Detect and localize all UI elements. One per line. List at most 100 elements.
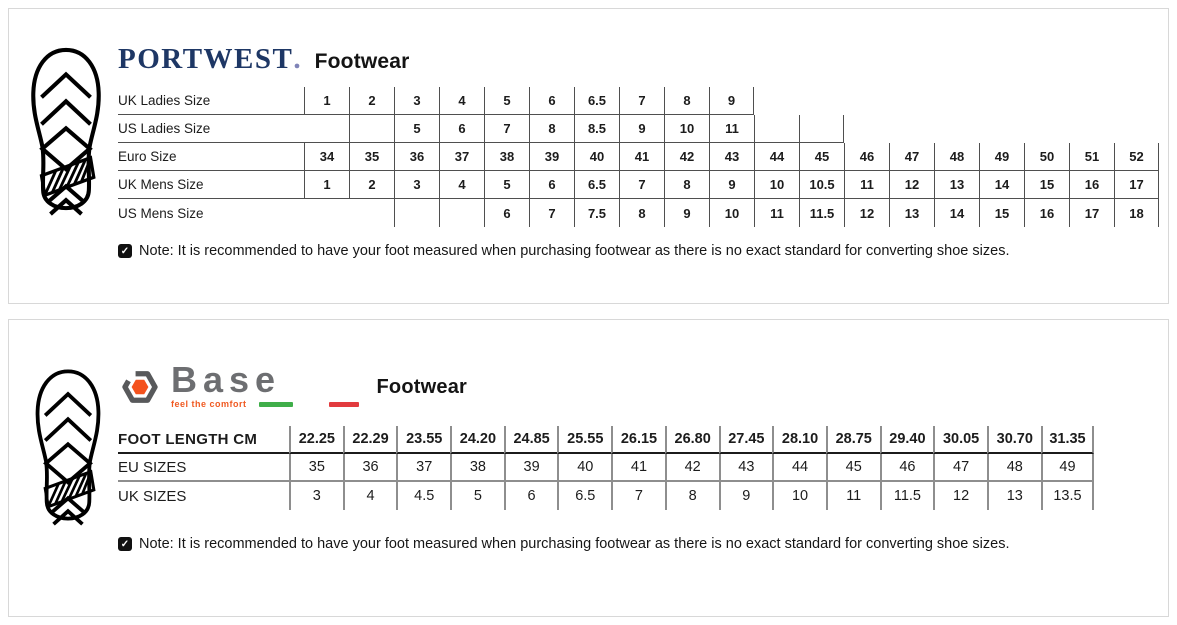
note-text: Note: It is recommended to have your foo…: [139, 536, 1010, 552]
size-cell: 11: [844, 171, 889, 199]
base-size-table: FOOT LENGTH CM 22.25 22.29 23.55 24.20 24.85 2…: [118, 426, 1095, 510]
size-cell: 2: [349, 171, 394, 199]
size-cell: 9: [709, 87, 754, 115]
size-cell: 1: [304, 87, 349, 115]
size-cell: 11: [825, 482, 880, 510]
size-cell: [934, 87, 979, 115]
size-cell: 36: [394, 143, 439, 171]
row-label: FOOT LENGTH CM: [118, 426, 289, 454]
size-cell: 10: [709, 199, 754, 227]
size-cell: 35: [349, 143, 394, 171]
row-label: EU SIZES: [118, 454, 289, 482]
size-cell: 6.5: [574, 87, 619, 115]
red-dash-icon: [328, 401, 359, 407]
size-cell: 11.5: [799, 199, 844, 227]
size-cell: 46: [844, 143, 889, 171]
size-cell: 37: [439, 143, 484, 171]
size-cell: [934, 115, 979, 143]
size-cell: [439, 199, 484, 227]
base-logo: Base feel the comfort: [171, 362, 359, 409]
size-cell: [1024, 87, 1069, 115]
portwest-size-table: UK Ladies Size 1 2 3 4 5 6 6.5 7 8 9 US Ladies Size…: [118, 87, 1159, 227]
size-cell: 44: [772, 454, 826, 482]
size-cell: 7: [619, 171, 664, 199]
size-cell: 44: [754, 143, 799, 171]
size-cell: 6.5: [557, 482, 611, 510]
size-cell: 12: [933, 482, 987, 510]
portwest-brand-row: PORTWEST. Footwear: [118, 43, 410, 76]
portwest-panel: PORTWEST. Footwear UK Ladies Size 1 2 3 4 5 6 6…: [8, 8, 1169, 304]
size-cell: [304, 199, 349, 227]
size-cell: 8.5: [574, 115, 619, 143]
size-cell: 36: [342, 454, 397, 482]
size-cell: 45: [825, 454, 880, 482]
size-cell: 9: [709, 171, 754, 199]
size-cell: 2: [349, 87, 394, 115]
size-cell: 9: [718, 482, 773, 510]
size-cell: 38: [484, 143, 529, 171]
size-cell: 39: [503, 454, 558, 482]
size-cell: 42: [664, 454, 719, 482]
size-cell: 43: [718, 454, 773, 482]
size-cell: 26.15: [611, 426, 665, 454]
size-cell: [889, 115, 934, 143]
size-cell: 8: [619, 199, 664, 227]
size-cell: 35: [289, 454, 343, 482]
size-cell: 30.05: [933, 426, 987, 454]
size-cell: [844, 115, 889, 143]
base-brand-row: Base feel the comfort Footwear: [117, 362, 467, 410]
size-cell: 30.70: [986, 426, 1041, 454]
size-cell: 13.5: [1040, 482, 1095, 510]
size-cell: [844, 87, 889, 115]
size-cell: 4: [342, 482, 397, 510]
size-cell: [754, 87, 799, 115]
size-cell: 37: [396, 454, 451, 482]
table-row: UK Ladies Size 1 2 3 4 5 6 6.5 7 8 9: [118, 87, 1159, 115]
size-cell: 11: [709, 115, 754, 143]
size-cell: 6: [484, 199, 529, 227]
table-row: Euro Size 34 35 36 37 38 39 40 41 42 43 44 45 46 47 48 4…: [118, 143, 1159, 171]
size-cell: 10: [772, 482, 826, 510]
size-cell: 3: [394, 87, 439, 115]
size-cell: 42: [664, 143, 709, 171]
size-cell: 24.20: [450, 426, 504, 454]
size-cell: 7: [611, 482, 665, 510]
size-cell: 48: [986, 454, 1041, 482]
size-cell: 10: [664, 115, 709, 143]
size-cell: 10.5: [799, 171, 844, 199]
size-cell: 41: [611, 454, 665, 482]
size-cell: 11.5: [879, 482, 934, 510]
size-cell: 18: [1114, 199, 1159, 227]
size-cell: 34: [304, 143, 349, 171]
size-cell: 51: [1069, 143, 1114, 171]
size-cell: 31.35: [1040, 426, 1095, 454]
size-cell: 11: [754, 199, 799, 227]
size-cell: 7.5: [574, 199, 619, 227]
size-cell: 13: [934, 171, 979, 199]
size-cell: 15: [1024, 171, 1069, 199]
size-cell: [799, 115, 844, 143]
size-cell: 7: [619, 87, 664, 115]
size-cell: 25.55: [557, 426, 612, 454]
size-cell: 5: [394, 115, 439, 143]
size-cell: 28.75: [825, 426, 880, 454]
size-cell: 6: [503, 482, 558, 510]
row-label: UK SIZES: [118, 487, 187, 505]
size-cell: 24.85: [503, 426, 558, 454]
size-cell: 3: [289, 482, 343, 510]
size-cell: [394, 199, 439, 227]
base-panel: Base feel the comfort Footwear FOOT LENG…: [8, 319, 1169, 617]
boot-print-icon: [35, 369, 101, 526]
size-cell: 38: [450, 454, 504, 482]
size-cell: 10: [754, 171, 799, 199]
size-cell: 9: [664, 199, 709, 227]
size-cell: 6: [529, 171, 574, 199]
size-cell: 48: [934, 143, 979, 171]
size-cell: 49: [1040, 454, 1095, 482]
table-row-foot-length: FOOT LENGTH CM 22.25 22.29 23.55 24.20 24.85 2…: [118, 426, 1095, 454]
size-cell: 14: [934, 199, 979, 227]
size-cell: 3: [394, 171, 439, 199]
size-cell: 6: [439, 115, 484, 143]
base-tagline-row: feel the comfort: [171, 399, 359, 409]
row-label: Euro Size: [118, 143, 304, 171]
